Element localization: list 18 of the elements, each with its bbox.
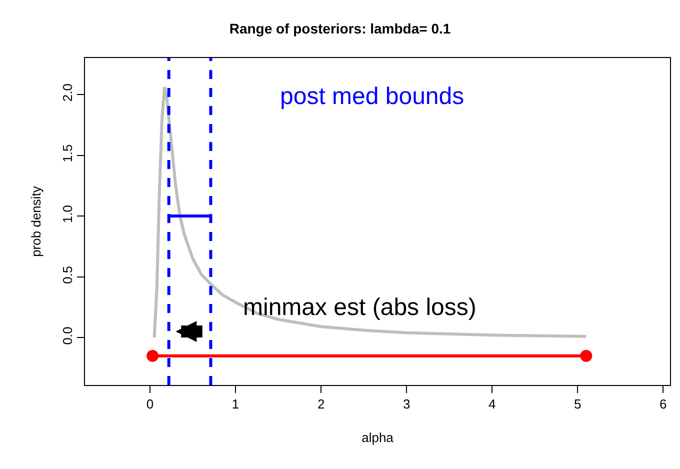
chart-title: Range of posteriors: lambda= 0.1 (229, 20, 451, 36)
line-series (152, 86, 588, 340)
x-tick-label: 3 (402, 396, 410, 412)
x-tick-label: 2 (317, 396, 325, 412)
x-tick-label: 0 (146, 396, 154, 412)
y-axis-title: prob density (28, 186, 44, 257)
annotation: post med bounds (280, 83, 464, 110)
x-tick-label: 4 (488, 396, 496, 412)
y-tick-label: 1.5 (60, 144, 75, 162)
y-tick-label: 0.5 (60, 266, 75, 284)
y-tick-label: 2.0 (60, 83, 75, 102)
x-tick-label: 1 (232, 396, 240, 412)
x-tick-label: 5 (574, 396, 582, 412)
x-tick-label: 6 (660, 396, 667, 412)
y-tick-label: 1.0 (60, 205, 75, 224)
annotation: minmax est (abs loss) (243, 294, 476, 321)
x-axis-title: alpha (362, 430, 394, 446)
y-tick-label: 0.0 (60, 326, 75, 345)
